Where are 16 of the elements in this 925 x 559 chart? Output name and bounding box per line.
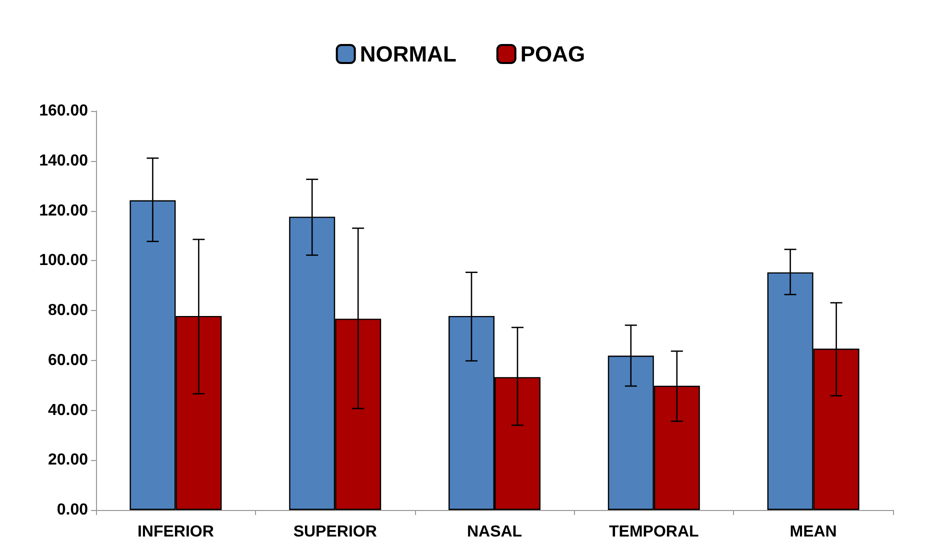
y-tick-label: 100.00 — [39, 252, 88, 270]
y-tick-label: 140.00 — [39, 152, 88, 170]
y-tick-label: 20.00 — [48, 452, 88, 469]
x-tick-label: MEAN — [790, 524, 837, 540]
x-tick-label: NASAL — [466, 524, 522, 540]
y-tick-label: 120.00 — [39, 202, 88, 220]
y-tick-label: 0.00 — [56, 502, 88, 518]
x-tick-label: INFERIOR — [137, 524, 214, 540]
y-tick-label: 160.00 — [39, 102, 88, 120]
y-tick-label: 40.00 — [48, 402, 88, 419]
x-tick-label: SUPERIOR — [293, 524, 378, 540]
y-tick-label: 80.00 — [48, 302, 88, 319]
legend-label: POAG — [520, 42, 586, 66]
x-tick-label: TEMPORAL — [609, 524, 700, 540]
legend-label: NORMAL — [360, 42, 456, 66]
y-tick-label: 60.00 — [48, 352, 88, 369]
